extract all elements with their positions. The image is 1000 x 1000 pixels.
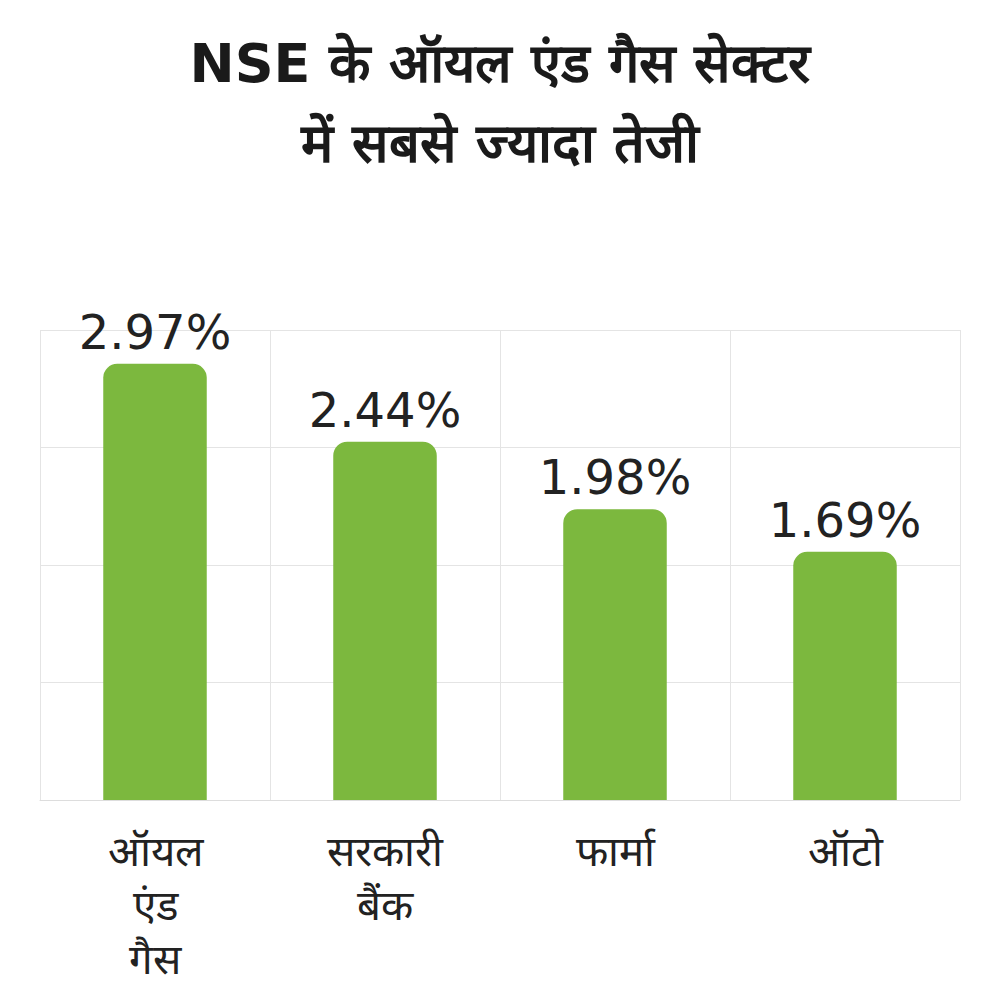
svg-text:बैंक: बैंक <box>357 881 414 930</box>
svg-text:एंड: एंड <box>133 881 179 930</box>
svg-text:1.69%: 1.69% <box>769 492 921 548</box>
svg-text:NSE के ऑयल एंड गैस सेक्टर: NSE के ऑयल एंड गैस सेक्टर <box>190 32 813 95</box>
svg-text:ऑटो: ऑटो <box>808 827 884 876</box>
svg-text:2.44%: 2.44% <box>309 382 461 438</box>
svg-text:में सबसे ज्यादा तेजी: में सबसे ज्यादा तेजी <box>300 112 700 175</box>
svg-text:2.97%: 2.97% <box>79 304 231 360</box>
svg-text:ऑयल: ऑयल <box>108 827 205 876</box>
svg-text:1.98%: 1.98% <box>539 449 691 505</box>
svg-text:सरकारी: सरकारी <box>327 827 444 876</box>
svg-text:गैस: गैस <box>129 935 182 984</box>
svg-text:फार्मा: फार्मा <box>576 827 656 876</box>
